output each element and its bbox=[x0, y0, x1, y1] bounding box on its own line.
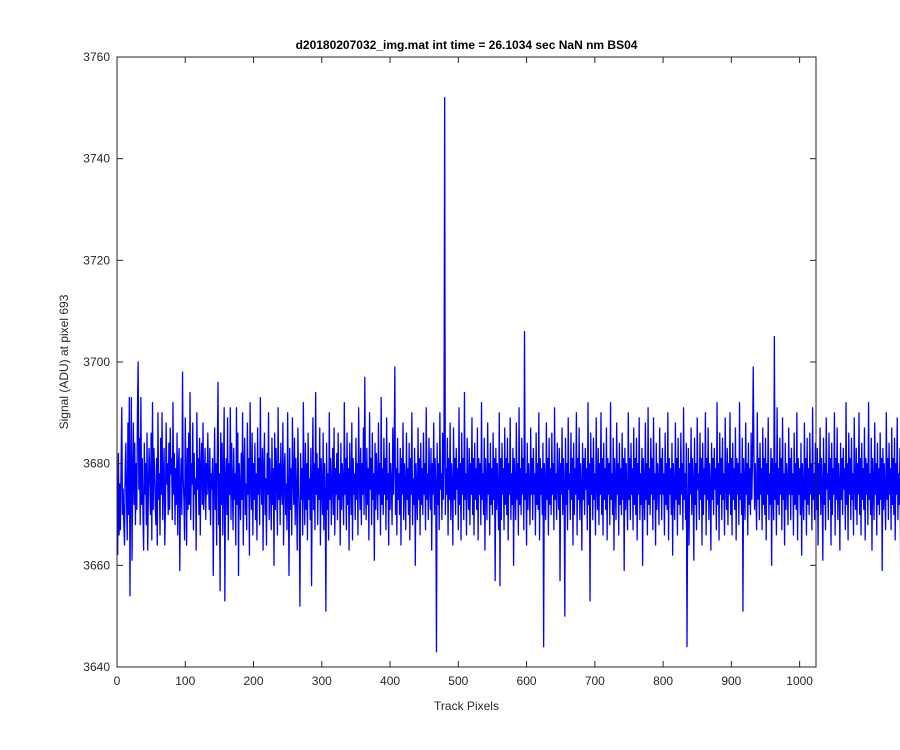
axes-box bbox=[116, 56, 817, 668]
y-tick-label: 3740 bbox=[83, 152, 110, 166]
series-line-0 bbox=[117, 97, 900, 653]
x-tick-label: 100 bbox=[175, 674, 195, 688]
y-tick-label: 3680 bbox=[83, 457, 110, 471]
x-tick-label: 600 bbox=[517, 674, 537, 688]
y-tick-label: 3720 bbox=[83, 253, 110, 267]
x-tick-label: 900 bbox=[721, 674, 741, 688]
chart-title: d20180207032_img.mat int time = 26.1034 … bbox=[296, 38, 638, 52]
y-axis-label: Signal (ADU) at pixel 693 bbox=[57, 294, 71, 429]
y-tick-label: 3760 bbox=[83, 50, 110, 64]
y-tick-label: 3640 bbox=[83, 660, 110, 674]
x-tick-label: 200 bbox=[244, 674, 264, 688]
x-tick-label: 300 bbox=[312, 674, 332, 688]
x-axis: 0 100 200 300 400 500 600 700 800 900 1000 bbox=[114, 57, 813, 688]
y-tick-label: 3660 bbox=[83, 558, 110, 572]
x-axis-label: Track Pixels bbox=[434, 699, 499, 713]
x-tick-label: 500 bbox=[448, 674, 468, 688]
y-tick-label: 3700 bbox=[83, 355, 110, 369]
x-tick-label: 400 bbox=[380, 674, 400, 688]
x-tick-label: 800 bbox=[653, 674, 673, 688]
x-tick-label: 700 bbox=[585, 674, 605, 688]
y-axis: 3640 3660 3680 3700 3720 3740 3760 bbox=[83, 50, 816, 674]
x-tick-label: 1000 bbox=[786, 674, 813, 688]
x-tick-label: 0 bbox=[114, 674, 121, 688]
series-layer bbox=[117, 97, 900, 653]
